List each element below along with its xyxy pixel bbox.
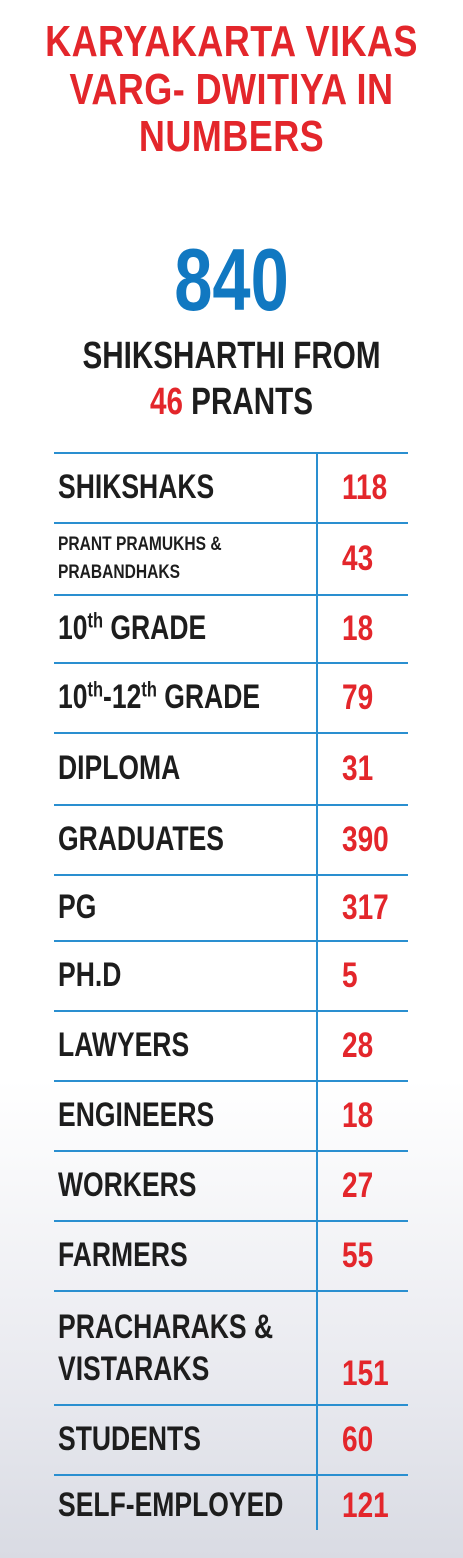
row-label: SHIKSHAKS: [58, 468, 215, 507]
table-row: SELF-EMPLOYED 121: [54, 1474, 408, 1536]
stats-table: SHIKSHAKS 118 PRANT PRAMUKHS & PRABANDHAK…: [54, 452, 408, 1536]
row-label: PRACHARAKS & VISTARAKS: [58, 1307, 274, 1389]
row-value: 27: [342, 1166, 374, 1205]
row-label: 10th-12th GRADE: [58, 678, 261, 717]
row-value: 31: [342, 749, 374, 788]
title-line-2: VARG- DWITIYA IN: [69, 64, 394, 114]
table-row: STUDENTS 60: [54, 1404, 408, 1474]
table-row: ENGINEERS 18: [54, 1080, 408, 1150]
row-value: 28: [342, 1026, 374, 1065]
prants-label: PRANTS: [191, 380, 314, 423]
infographic-title: KARYAKARTA VIKAS VARG- DWITIYA IN NUMBER…: [42, 18, 422, 161]
table-row: LAWYERS 28: [54, 1010, 408, 1080]
row-value: 151: [342, 1354, 389, 1393]
row-value: 18: [342, 1096, 374, 1135]
row-label: PH.D: [58, 956, 122, 995]
row-label: PG: [58, 888, 97, 927]
table-row: 10th-12th GRADE 79: [54, 662, 408, 732]
table-row: WORKERS 27: [54, 1150, 408, 1220]
row-value: 118: [342, 468, 388, 507]
prants-count: 46: [149, 380, 183, 423]
row-label: FARMERS: [58, 1236, 188, 1275]
table-row: PRANT PRAMUKHS & PRABANDHAKS 43: [54, 522, 408, 594]
subtitle-line-1: SHIKSHARTHI FROM: [82, 335, 381, 377]
table-row: FARMERS 55: [54, 1220, 408, 1290]
table-row: SHIKSHAKS 118: [54, 452, 408, 522]
row-value: 43: [342, 539, 374, 578]
subtitle-line-2: 46 PRANTS: [51, 380, 412, 426]
row-value: 60: [342, 1420, 374, 1459]
row-label: SELF-EMPLOYED: [58, 1486, 284, 1525]
title-line-1: KARYAKARTA VIKAS: [45, 17, 418, 66]
row-label: LAWYERS: [58, 1026, 190, 1065]
row-label: PRANT PRAMUKHS & PRABANDHAKS: [58, 533, 222, 584]
table-row: PG 317: [54, 874, 408, 940]
row-value: 18: [342, 609, 374, 648]
table-row: 10th GRADE 18: [54, 594, 408, 662]
row-label: ENGINEERS: [58, 1096, 215, 1135]
row-value: 390: [342, 820, 389, 859]
row-value: 317: [342, 888, 389, 927]
table-row: PH.D 5: [54, 940, 408, 1010]
shiksharthi-subtitle: SHIKSHARTHI FROM 46 PRANTS: [51, 334, 412, 425]
table-row: GRADUATES 390: [54, 804, 408, 874]
row-value: 79: [342, 678, 374, 717]
table-row: PRACHARAKS & VISTARAKS 151: [54, 1290, 408, 1404]
row-label: DIPLOMA: [58, 749, 181, 788]
row-value: 5: [342, 956, 358, 995]
row-value: 121: [342, 1486, 389, 1525]
title-line-3: NUMBERS: [138, 112, 325, 162]
table-row: DIPLOMA 31: [54, 732, 408, 804]
row-label: 10th GRADE: [58, 609, 207, 648]
row-label: GRADUATES: [58, 820, 225, 859]
total-shiksharthi-number: 840: [174, 230, 289, 329]
row-label: STUDENTS: [58, 1420, 201, 1459]
row-label: WORKERS: [58, 1166, 197, 1205]
row-value: 55: [342, 1236, 374, 1275]
column-divider: [316, 452, 318, 1530]
